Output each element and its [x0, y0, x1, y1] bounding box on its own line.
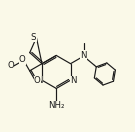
Text: N: N — [80, 51, 87, 60]
Text: N: N — [36, 76, 43, 85]
Text: S: S — [31, 33, 36, 42]
Text: O: O — [7, 61, 14, 70]
Text: O: O — [19, 55, 26, 64]
Text: O: O — [34, 76, 41, 85]
Text: N: N — [70, 76, 76, 85]
Text: NH₂: NH₂ — [48, 102, 65, 110]
